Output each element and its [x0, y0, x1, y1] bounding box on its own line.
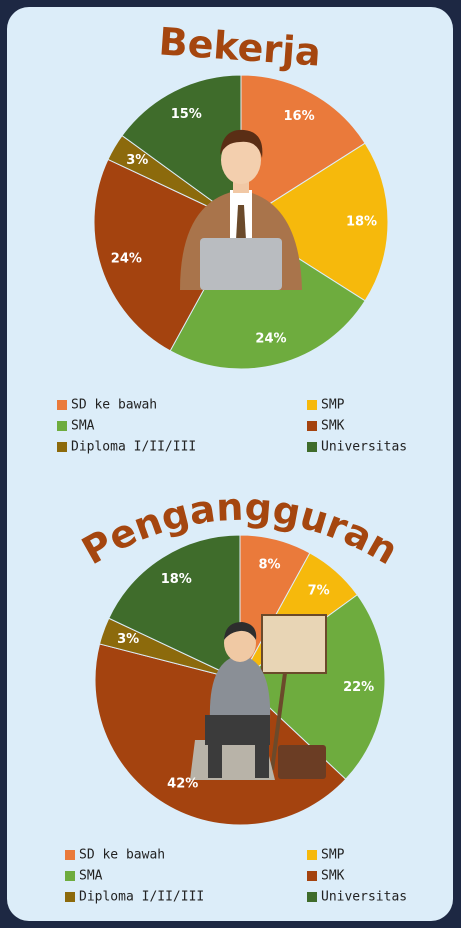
legend-swatch — [307, 442, 317, 452]
pie-slice — [240, 74, 366, 223]
legend-label: Diploma I/II/III — [71, 440, 196, 455]
legend-label: SMK — [321, 869, 345, 884]
value-label: 3% — [117, 632, 139, 647]
worker-illustration — [180, 129, 302, 290]
legend-swatch — [307, 850, 317, 860]
legend-label: SMK — [321, 419, 345, 434]
legend-swatch — [57, 442, 67, 452]
pie-slice — [108, 534, 241, 681]
pie-slice — [93, 158, 242, 352]
pie-slice — [169, 221, 366, 370]
value-label: 3% — [126, 153, 148, 168]
legend-label: Universitas — [321, 440, 407, 455]
pie-slice — [240, 142, 389, 302]
legend-swatch — [307, 421, 317, 431]
legend-label: Diploma I/II/III — [79, 890, 204, 905]
legend-swatch — [307, 400, 317, 410]
legend-swatch — [65, 871, 75, 881]
legend-label: SMA — [71, 419, 95, 434]
legend-swatch — [65, 892, 75, 902]
value-label: 24% — [255, 331, 286, 346]
legend-label: SMP — [321, 398, 345, 413]
legend-swatch — [57, 400, 67, 410]
value-label: 16% — [284, 109, 315, 124]
legend-swatch — [65, 850, 75, 860]
unemployed-illustration — [190, 614, 327, 780]
value-label: 18% — [161, 572, 192, 587]
legend-label: SMP — [321, 848, 345, 863]
legend: SD ke bawah SMP SMA SMK Diploma I/II/III Univ… — [57, 398, 407, 905]
legend-label: Universitas — [321, 890, 407, 905]
legend-swatch — [57, 421, 67, 431]
value-label: 15% — [171, 107, 202, 122]
legend-label: SD ke bawah — [71, 398, 157, 413]
legend-swatch — [307, 892, 317, 902]
pie-slice — [121, 74, 242, 223]
value-label: 8% — [259, 557, 281, 572]
legend-swatch — [307, 871, 317, 881]
value-label: 18% — [346, 215, 377, 230]
legend-label: SD ke bawah — [79, 848, 165, 863]
legend-label: SMA — [79, 869, 103, 884]
value-label: 7% — [308, 583, 330, 598]
value-label: 24% — [111, 252, 142, 267]
pie-slice — [239, 594, 386, 780]
value-label: 22% — [343, 680, 374, 695]
value-label: 42% — [167, 777, 198, 792]
